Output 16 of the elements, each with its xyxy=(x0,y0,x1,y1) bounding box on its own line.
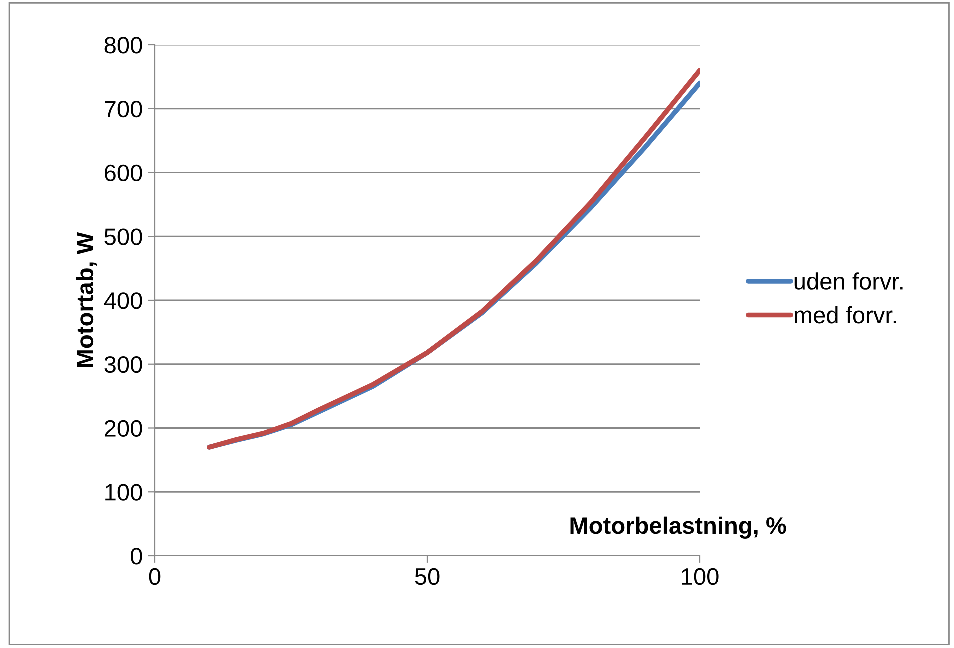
x-tick-label: 100 xyxy=(682,568,719,586)
y-tick-label: 500 xyxy=(104,228,142,246)
y-tick-label: 700 xyxy=(105,100,142,118)
y-tick-label: 0 xyxy=(130,548,142,565)
y-tick-label: 200 xyxy=(104,420,142,438)
legend-label: uden forvr. xyxy=(794,272,903,290)
y-tick-label: 600 xyxy=(105,164,142,182)
y-tick-label: 800 xyxy=(104,37,142,54)
y-axis-title: Motortab, W xyxy=(76,232,98,368)
x-tick-label: 50 xyxy=(415,568,440,586)
y-tick-label: 100 xyxy=(106,484,142,501)
x-axis-title: Motorbelastning, % xyxy=(570,516,786,539)
y-tick-label: 300 xyxy=(104,356,142,374)
y-tick-label: 400 xyxy=(104,292,142,310)
legend-label: med forvr. xyxy=(794,306,896,324)
x-tick-label: 0 xyxy=(149,568,161,586)
